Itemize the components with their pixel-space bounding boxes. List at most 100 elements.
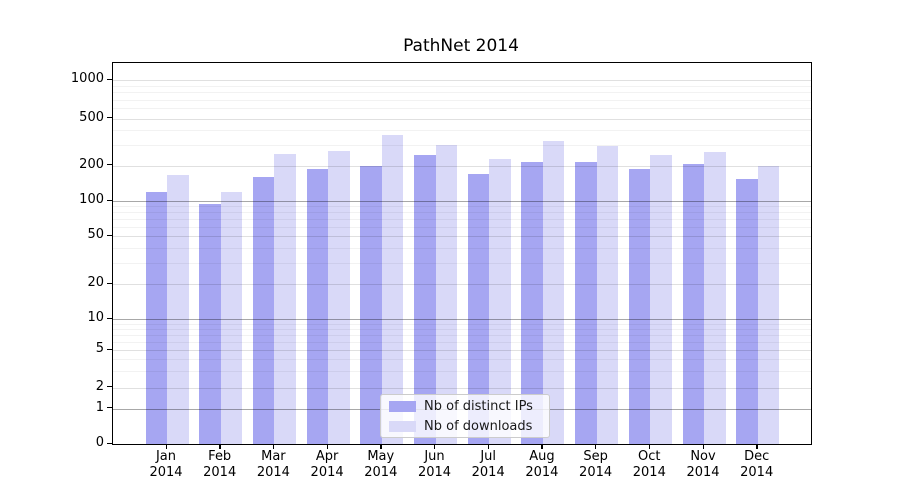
gridline-minor [113,247,811,249]
bar-oct-2014-distinct-ips [628,169,651,444]
bar-may-2014-distinct-ips [360,165,382,444]
gridline-minor [113,262,811,264]
y-tick-mark [107,117,112,119]
bar-jun-2014-downloads [435,144,457,444]
x-tick-label-may-2014: May 2014 [364,449,398,480]
bar-jul-2014-downloads [489,159,511,444]
x-tick-mark [219,444,221,449]
bar-feb-2014-distinct-ips [199,203,221,444]
bar-nov-2014-distinct-ips [682,164,704,444]
y-tick-label-10: 10 [87,310,104,325]
bar-mar-2014-distinct-ips [252,176,275,444]
x-tick-mark [702,444,704,449]
y-tick-label-100: 100 [79,192,104,207]
gridline-50 [113,236,811,237]
gridline-minor [113,328,811,330]
x-tick-label-dec-2014: Dec 2014 [740,449,774,480]
y-tick-label-5: 5 [95,341,104,356]
x-tick-label-feb-2014: Feb 2014 [203,449,237,480]
chart-title: PathNet 2014 [403,36,519,56]
legend-label-distinct-ips: Nb of distinct IPs [424,398,533,414]
y-tick-mark [107,407,112,409]
y-tick-label-500: 500 [79,109,104,125]
x-tick-label-nov-2014: Nov 2014 [686,449,720,480]
legend-swatch-downloads [389,420,416,432]
x-tick-mark [487,444,490,449]
y-tick-mark [107,234,112,236]
bar-aug-2014-downloads [542,141,565,444]
x-tick-mark [541,444,543,449]
bar-aug-2014-distinct-ips [521,161,543,444]
y-tick-mark [107,317,112,319]
x-tick-mark [648,444,651,449]
y-tick-label-0: 0 [95,435,104,450]
gridline-minor [113,212,811,214]
y-tick-label-1000: 1000 [70,71,104,86]
gridline-minor [113,341,811,343]
y-tick-mark [107,282,112,284]
plot-area: Nb of distinct IPs Nb of downloads [112,62,812,445]
gridline-minor [113,219,811,220]
gridline-minor [113,359,811,361]
legend-label-downloads: Nb of downloads [424,418,533,434]
y-tick-label-50: 50 [87,227,104,242]
y-tick-mark [107,78,112,80]
x-tick-mark [380,444,382,449]
legend-item-distinct-ips: Nb of distinct IPs [381,398,549,415]
bar-dec-2014-distinct-ips [736,178,758,444]
y-tick-label-200: 200 [79,156,104,172]
y-tick-label-1: 1 [95,399,104,415]
gridline-100 [113,201,811,202]
bar-sep-2014-downloads [596,145,619,444]
x-tick-mark [272,444,275,449]
gridline-minor [113,370,811,372]
bar-dec-2014-downloads [757,165,780,444]
gridline-minor [113,226,811,228]
bar-sep-2014-distinct-ips [575,161,597,444]
bar-apr-2014-downloads [328,151,350,444]
gridline-minor [113,85,811,87]
bar-nov-2014-downloads [704,152,726,444]
gridline-minor [113,108,811,110]
x-tick-label-jun-2014: Jun 2014 [417,449,452,480]
gridline-5 [113,350,811,351]
bar-may-2014-downloads [381,134,404,444]
bar-jul-2014-distinct-ips [467,173,490,444]
legend: Nb of distinct IPs Nb of downloads [380,394,550,438]
bar-mar-2014-downloads [274,154,296,444]
y-tick-mark [107,164,112,166]
x-tick-label-mar-2014: Mar 2014 [256,449,290,480]
x-tick-label-oct-2014: Oct 2014 [632,449,666,480]
y-tick-mark [107,199,112,201]
x-tick-mark [165,444,167,449]
gridline-2 [113,387,811,389]
gridline-minor [113,206,811,208]
bar-jan-2014-downloads [167,175,189,444]
gridline-1000 [113,80,811,81]
gridline-minor [113,323,811,325]
y-tick-label-2: 2 [95,378,104,394]
gridline-20 [113,284,811,285]
bar-feb-2014-downloads [220,191,243,444]
x-tick-mark [326,444,328,449]
gridline-minor [113,144,811,146]
gridline-minor [113,129,811,131]
bar-jan-2014-distinct-ips [145,191,167,444]
y-tick-label-20: 20 [87,275,104,290]
x-tick-label-sep-2014: Sep 2014 [579,449,613,480]
gridline-minor [113,334,811,336]
gridline-minor [113,99,811,101]
x-tick-mark [434,444,436,449]
y-tick-mark [107,442,112,444]
y-tick-mark [107,348,112,350]
x-tick-label-jan-2014: Jan 2014 [149,449,183,480]
x-tick-mark [756,444,758,449]
x-tick-label-apr-2014: Apr 2014 [310,449,344,480]
y-tick-mark [107,386,112,388]
x-tick-label-aug-2014: Aug 2014 [525,449,559,480]
legend-item-downloads: Nb of downloads [381,418,549,435]
x-tick-label-jul-2014: Jul 2014 [471,449,505,480]
bar-jun-2014-distinct-ips [414,155,436,444]
gridline-minor [113,92,811,94]
